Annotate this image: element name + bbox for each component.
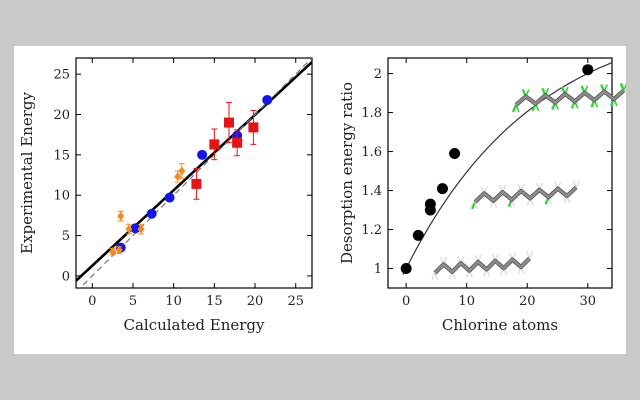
x-axis-label: Calculated Energy bbox=[123, 316, 265, 334]
substituent bbox=[434, 272, 439, 281]
x-tick-label: 10 bbox=[165, 294, 182, 309]
plot-frame bbox=[387, 57, 613, 289]
substituent bbox=[619, 82, 625, 91]
x-tick-label: 20 bbox=[247, 294, 264, 309]
x-tick-label: 0 bbox=[88, 294, 96, 309]
substituent bbox=[474, 201, 479, 210]
carbon-chain bbox=[515, 89, 625, 106]
data-point-orange bbox=[117, 211, 125, 221]
data-point-blue bbox=[130, 223, 141, 234]
x-tick-label: 30 bbox=[580, 294, 597, 309]
y-tick-label: 25 bbox=[53, 68, 70, 83]
substituent bbox=[470, 201, 477, 210]
data-point bbox=[400, 263, 412, 275]
unchlorinated-chain bbox=[431, 251, 534, 281]
data-point-blue bbox=[262, 94, 273, 105]
data-point-red bbox=[223, 117, 234, 128]
substituent bbox=[515, 104, 520, 113]
x-tick-label: 0 bbox=[402, 294, 410, 309]
substituent bbox=[575, 180, 580, 188]
data-point-red bbox=[232, 137, 243, 148]
plot-0: 0 5 10 15 20 25 0 5 10 15 20 25 Calculated Energy Exp… bbox=[18, 57, 313, 334]
fit-curve bbox=[402, 62, 612, 275]
y-tick-label: 20 bbox=[53, 108, 70, 123]
data-point-orange bbox=[115, 245, 123, 255]
plot-1: 0 10 20 30 1 1.2 1.4 1.6 1.8 2 Chlorine atoms Desor… bbox=[338, 57, 626, 334]
x-tick-label: 5 bbox=[129, 294, 137, 309]
data-point-blue bbox=[146, 208, 157, 219]
x-tick-label: 15 bbox=[206, 294, 223, 309]
substituent bbox=[528, 251, 534, 259]
data-point bbox=[582, 64, 594, 76]
data-point bbox=[424, 198, 436, 210]
y-tick-label: 1.4 bbox=[361, 184, 382, 199]
carbon-chain bbox=[434, 257, 531, 274]
carbon-chain bbox=[474, 186, 578, 203]
data-point bbox=[436, 183, 448, 195]
data-point-blue bbox=[164, 192, 175, 203]
perchlorinated-chain bbox=[511, 82, 626, 113]
data-point-orange bbox=[174, 172, 182, 182]
y-axis-label: Desorption energy ratio bbox=[338, 82, 356, 264]
partially-chlorinated-chain bbox=[470, 180, 580, 210]
y-tick-label: 10 bbox=[53, 189, 70, 204]
y-tick-label: 1.8 bbox=[361, 106, 382, 121]
data-point-red bbox=[248, 122, 259, 133]
x-tick-label: 25 bbox=[287, 294, 304, 309]
x-tick-label: 10 bbox=[458, 294, 475, 309]
fit-line bbox=[76, 61, 312, 282]
data-point-red bbox=[209, 139, 220, 150]
data-point-orange bbox=[178, 166, 186, 176]
data-point bbox=[449, 148, 461, 160]
y-tick-label: 0 bbox=[62, 269, 70, 284]
x-axis-label: Chlorine atoms bbox=[442, 316, 558, 334]
fit-curve-group bbox=[402, 62, 612, 275]
plot-frame bbox=[75, 57, 313, 289]
substituent bbox=[623, 83, 626, 91]
data-point-orange bbox=[109, 247, 117, 257]
substituent bbox=[572, 180, 577, 188]
y-tick-label: 5 bbox=[62, 229, 70, 244]
y-axis-label: Experimental Energy bbox=[18, 92, 36, 254]
y-tick-label: 15 bbox=[53, 148, 70, 163]
fit-lines bbox=[76, 58, 312, 288]
y-tick-label: 1 bbox=[374, 262, 382, 277]
substituent bbox=[431, 272, 436, 281]
data-point-orange bbox=[137, 224, 145, 234]
data-point bbox=[412, 229, 424, 241]
data-point-red bbox=[191, 178, 202, 189]
identity-line bbox=[79, 58, 312, 288]
data-point-blue bbox=[197, 149, 208, 160]
y-tick-label: 1.2 bbox=[361, 223, 382, 238]
data-point-orange bbox=[125, 224, 133, 234]
y-tick-label: 1.6 bbox=[361, 145, 382, 160]
figure: 0 5 10 15 20 25 0 5 10 15 20 25 Calculated Energy Exp… bbox=[14, 46, 626, 354]
substituent bbox=[511, 104, 518, 113]
y-tick-label: 2 bbox=[374, 67, 382, 82]
substituent bbox=[525, 251, 531, 259]
x-tick-label: 20 bbox=[519, 294, 536, 309]
